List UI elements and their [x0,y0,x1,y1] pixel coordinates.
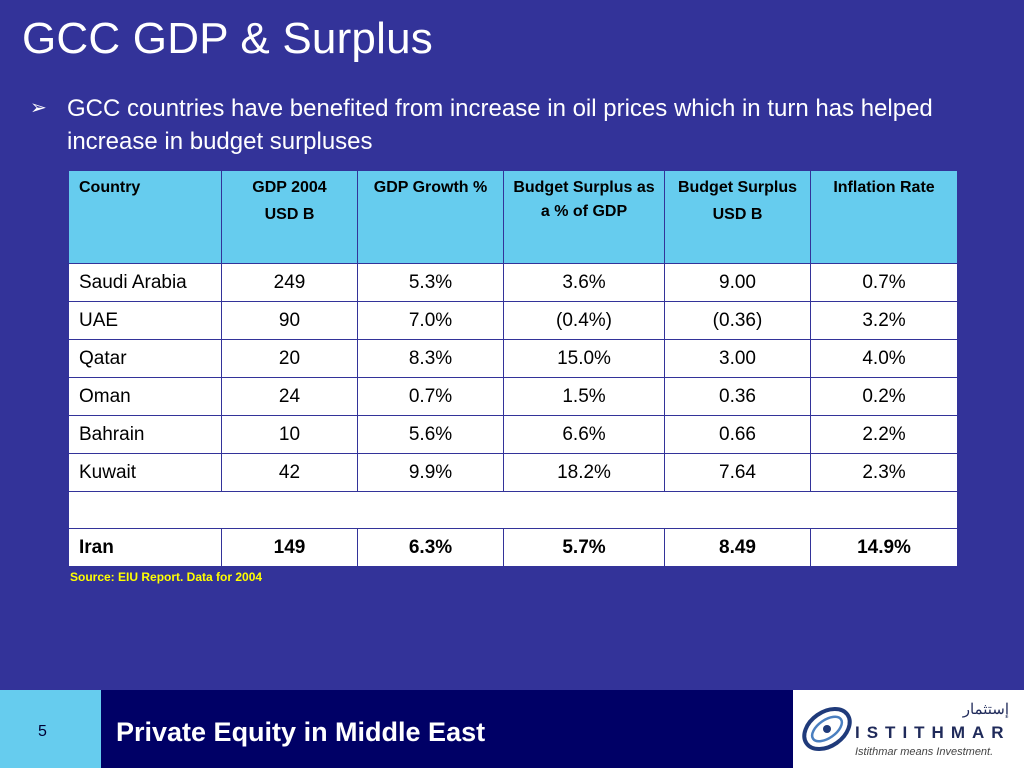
cell-surplus-pct: (0.4%) [503,301,665,340]
table-row: UAE 90 7.0% (0.4%) (0.36) 3.2% [68,301,958,340]
cell-country: Qatar [68,339,222,378]
cell-country: Iran [68,528,222,567]
header-gdp-unit: USD B [264,206,315,223]
slide-title: GCC GDP & Surplus [22,14,433,63]
cell-gdp: 249 [221,263,358,302]
cell-surplus-pct: 18.2% [503,453,665,492]
cell-growth: 5.3% [357,263,504,302]
logo: إستثمار ISTITHMAR Istithmar means Invest… [793,690,1024,768]
logo-tagline: Istithmar means Investment. [855,746,994,758]
cell-surplus-pct: 5.7% [503,528,665,567]
header-surplus-pct: Budget Surplus as a % of GDP [503,170,665,264]
cell-inflation: 2.2% [810,415,958,454]
header-surplus-unit: USD B [712,206,763,223]
cell-inflation: 3.2% [810,301,958,340]
spacer-cell [68,491,958,529]
table-row: Saudi Arabia 249 5.3% 3.6% 9.00 0.7% [68,263,958,302]
cell-growth: 5.6% [357,415,504,454]
arrow-bullet-icon: ➢ [30,97,47,119]
cell-surplus-pct: 15.0% [503,339,665,378]
table-row: Bahrain 10 5.6% 6.6% 0.66 2.2% [68,415,958,454]
cell-gdp: 20 [221,339,358,378]
table-spacer-row [68,491,958,529]
header-surplus: Budget Surplus USD B [664,170,811,264]
cell-surplus: (0.36) [664,301,811,340]
footer-bar: Private Equity in Middle East [101,690,793,768]
page-number: 5 [38,723,47,740]
header-growth: GDP Growth % [357,170,504,264]
cell-country: Oman [68,377,222,416]
cell-surplus: 9.00 [664,263,811,302]
cell-country: UAE [68,301,222,340]
istithmar-swirl-logo-icon [802,707,852,751]
cell-surplus: 7.64 [664,453,811,492]
cell-gdp: 42 [221,453,358,492]
cell-gdp: 90 [221,301,358,340]
cell-country: Kuwait [68,453,222,492]
cell-surplus-pct: 3.6% [503,263,665,302]
logo-name: ISTITHMAR [855,723,1011,742]
page-number-box: 5 [0,690,101,768]
table-row-iran: Iran 149 6.3% 5.7% 8.49 14.9% [68,528,958,567]
footer: 5 Private Equity in Middle East إستثمار … [0,690,1024,768]
cell-growth: 0.7% [357,377,504,416]
gcc-data-table: Country GDP 2004 USD B GDP Growth % Budg… [68,170,958,567]
cell-growth: 9.9% [357,453,504,492]
cell-inflation: 4.0% [810,339,958,378]
cell-surplus: 8.49 [664,528,811,567]
cell-growth: 7.0% [357,301,504,340]
cell-inflation: 0.2% [810,377,958,416]
footer-title: Private Equity in Middle East [116,717,486,747]
cell-surplus: 0.36 [664,377,811,416]
header-surplus-label: Budget Surplus [677,179,798,196]
header-gdp: GDP 2004 USD B [221,170,358,264]
cell-surplus: 3.00 [664,339,811,378]
header-inflation: Inflation Rate [810,170,958,264]
cell-surplus: 0.66 [664,415,811,454]
cell-inflation: 2.3% [810,453,958,492]
cell-inflation: 0.7% [810,263,958,302]
cell-gdp: 149 [221,528,358,567]
table-row: Oman 24 0.7% 1.5% 0.36 0.2% [68,377,958,416]
cell-growth: 6.3% [357,528,504,567]
cell-surplus-pct: 1.5% [503,377,665,416]
header-country: Country [68,170,222,264]
source-note: Source: EIU Report. Data for 2004 [70,570,263,584]
table-row: Qatar 20 8.3% 15.0% 3.00 4.0% [68,339,958,378]
cell-gdp: 24 [221,377,358,416]
table-row: Kuwait 42 9.9% 18.2% 7.64 2.3% [68,453,958,492]
table-header-row: Country GDP 2004 USD B GDP Growth % Budg… [68,170,958,264]
cell-growth: 8.3% [357,339,504,378]
header-gdp-label: GDP 2004 [252,179,327,196]
cell-country: Bahrain [68,415,222,454]
logo-arabic-text: إستثمار [962,701,1009,718]
cell-gdp: 10 [221,415,358,454]
cell-country: Saudi Arabia [68,263,222,302]
cell-inflation: 14.9% [810,528,958,567]
bullet-text: GCC countries have benefited from increa… [67,95,933,155]
cell-surplus-pct: 6.6% [503,415,665,454]
